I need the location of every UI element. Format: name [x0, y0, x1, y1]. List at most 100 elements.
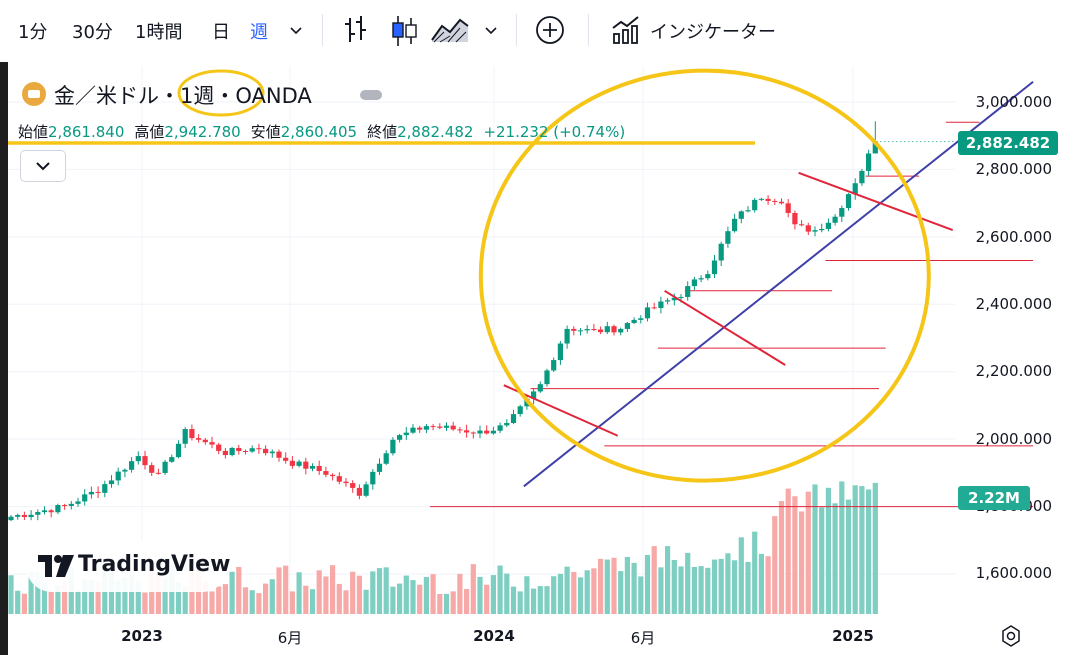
candlestick-chart-type-icon[interactable] — [390, 14, 420, 52]
volume-bar — [21, 593, 27, 614]
volume-tag[interactable]: 2.22M — [958, 486, 1030, 510]
candle-body — [169, 457, 175, 462]
candle-body — [356, 487, 362, 496]
candle-body — [142, 456, 148, 466]
volume-bar — [691, 566, 697, 614]
volume-bar — [665, 546, 671, 614]
price-axis-label: 1,600.000 — [975, 564, 1052, 582]
candle-body — [732, 218, 738, 232]
candle-body — [343, 481, 349, 484]
time-axis-label: 6月 — [630, 629, 656, 647]
candle-body — [182, 429, 188, 444]
compare-add-icon[interactable] — [534, 14, 566, 50]
candle-body — [718, 243, 724, 261]
candle-body — [403, 432, 409, 436]
chart-settings-icon[interactable] — [1000, 625, 1022, 651]
low-label: 安値 — [250, 123, 281, 141]
tradingview-logo[interactable]: TradingView — [26, 540, 230, 592]
interval-1h[interactable]: 1時間 — [135, 22, 183, 43]
candle-body — [805, 225, 811, 232]
volume-bar — [88, 580, 94, 614]
close-label: 終値 — [367, 123, 398, 141]
volume-bar — [718, 558, 724, 614]
legend-interval: 1週 — [180, 84, 215, 108]
top-toolbar: 1分 30分 1時間 日 週 インジケーター — [0, 0, 1077, 62]
volume-bar — [222, 584, 228, 614]
volume-bar — [135, 580, 141, 614]
volume-bar — [732, 560, 738, 614]
volume-bar — [738, 537, 744, 614]
legend-collapse-button[interactable] — [20, 150, 66, 182]
interval-day[interactable]: 日 — [212, 22, 230, 43]
indicators-button[interactable]: インジケーター — [650, 22, 776, 43]
candle-body — [611, 326, 617, 333]
volume-bar — [484, 584, 490, 614]
volume-bar — [457, 573, 463, 614]
volume-bar — [678, 566, 684, 614]
candle-body — [839, 208, 845, 217]
candle-body — [88, 491, 94, 495]
area-chart-type-icon[interactable] — [430, 14, 470, 50]
candle-body — [819, 228, 825, 231]
volume-bar — [122, 577, 128, 614]
volume-bar — [557, 573, 563, 614]
market-status-indicator[interactable] — [360, 90, 382, 100]
time-axis-label: 2025 — [832, 627, 874, 645]
volume-bar — [745, 561, 751, 614]
symbol-legend[interactable]: 金／米ドル・1週・OANDA — [22, 80, 312, 110]
volume-bar — [638, 576, 644, 614]
volume-bar — [845, 499, 852, 614]
volume-bar — [792, 496, 798, 614]
volume-bar — [651, 546, 657, 614]
candle-body — [758, 198, 764, 200]
bar-chart-type-icon[interactable] — [342, 14, 370, 50]
candle-body — [624, 323, 630, 329]
indicators-icon[interactable] — [610, 14, 642, 50]
candle-body — [249, 448, 255, 452]
volume-bar — [229, 571, 235, 614]
candle-body — [685, 286, 691, 297]
candle-body — [591, 329, 597, 331]
interval-week[interactable]: 週 — [250, 22, 268, 43]
candle-body — [671, 297, 677, 301]
highlight-circle — [478, 68, 931, 483]
volume-bar — [598, 558, 604, 614]
volume-bar — [276, 567, 282, 614]
volume-bar — [584, 570, 590, 614]
candle-body — [102, 484, 108, 493]
candle-body — [852, 183, 858, 195]
time-axis-label: 2023 — [121, 627, 163, 645]
candle-body — [229, 448, 235, 456]
volume-bar — [41, 583, 48, 614]
chevron-down-icon[interactable] — [287, 22, 305, 44]
candle-body — [551, 360, 557, 371]
candle-body — [129, 461, 135, 470]
volume-bar — [577, 577, 584, 614]
volume-bar — [758, 553, 764, 614]
candle-body — [584, 329, 590, 331]
current-price-tag[interactable]: 2,882.482 — [958, 131, 1058, 155]
volume-bar — [182, 587, 188, 614]
volume-bar — [604, 559, 610, 614]
candle-body — [678, 296, 684, 298]
candle-body — [705, 274, 711, 279]
candle-body — [216, 444, 222, 451]
candle-body — [417, 427, 423, 430]
volume-bar — [363, 589, 369, 614]
volume-bar — [155, 573, 161, 614]
interval-1m[interactable]: 1分 — [18, 22, 48, 43]
volume-bar — [644, 554, 651, 614]
candle-body — [745, 210, 751, 212]
candle-body — [236, 448, 242, 452]
candle-body — [95, 491, 101, 493]
candle-body — [276, 451, 282, 458]
volume-bar — [115, 580, 121, 614]
candle-body — [470, 432, 476, 434]
volume-bar — [464, 588, 470, 614]
interval-30m[interactable]: 30分 — [72, 22, 113, 43]
price-axis-label: 2,000.000 — [975, 430, 1052, 448]
legend-exchange: OANDA — [235, 84, 312, 108]
volume-bar — [799, 511, 805, 614]
chevron-down-icon[interactable] — [482, 22, 500, 44]
candle-body — [691, 279, 697, 287]
